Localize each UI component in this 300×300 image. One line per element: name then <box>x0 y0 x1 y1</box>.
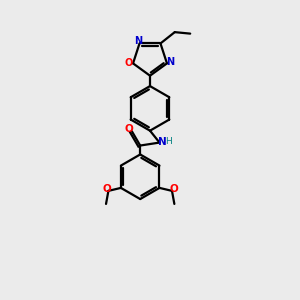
Text: H: H <box>165 137 172 146</box>
Text: N: N <box>134 36 142 46</box>
Text: N: N <box>158 137 166 147</box>
Text: O: O <box>169 184 178 194</box>
Text: N: N <box>166 57 174 67</box>
Text: O: O <box>102 184 111 194</box>
Text: O: O <box>124 124 133 134</box>
Text: O: O <box>125 58 133 68</box>
